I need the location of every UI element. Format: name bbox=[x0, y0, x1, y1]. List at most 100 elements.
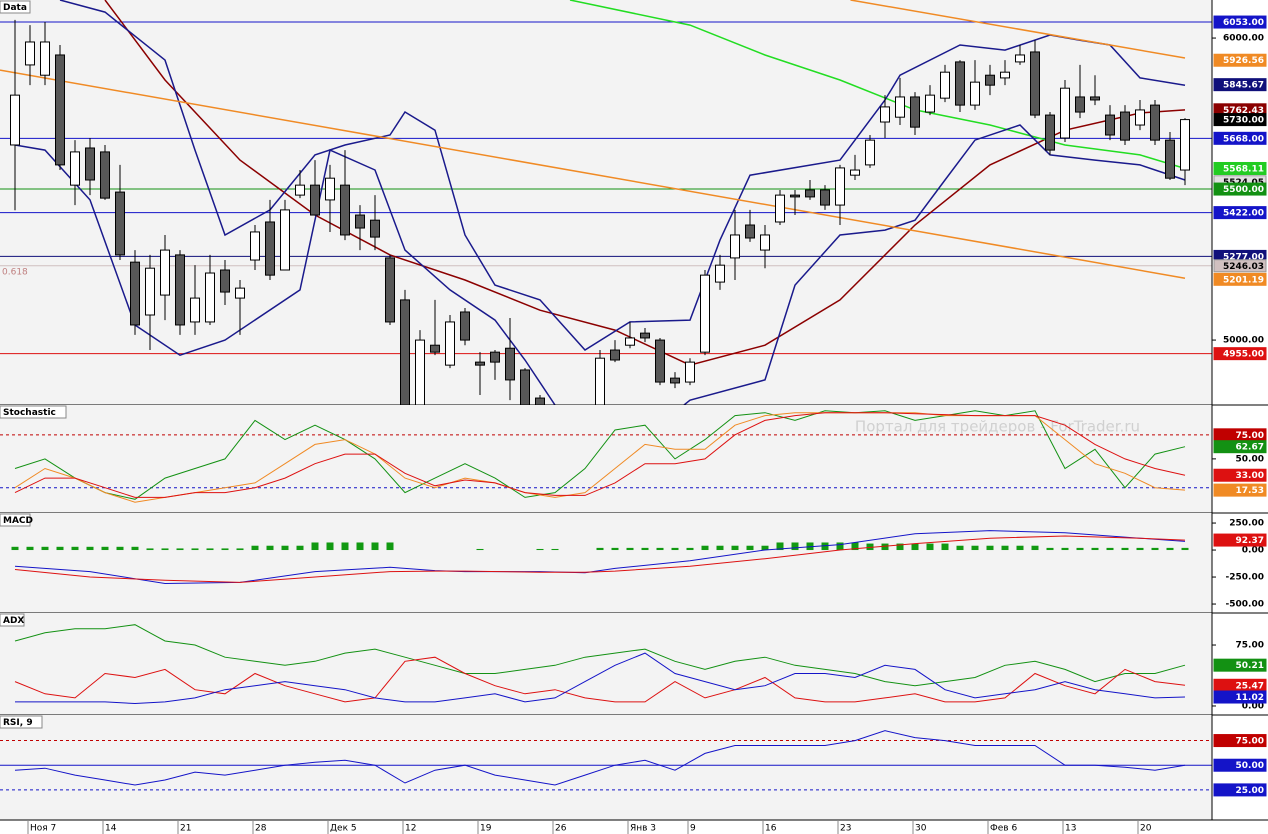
panel: 75.00 0.00 50.21 25.47 11.02 ADX bbox=[0, 613, 1268, 716]
histogram-bar bbox=[941, 543, 949, 551]
histogram-bar bbox=[341, 542, 349, 551]
value-tag-label: 5762.43 bbox=[1223, 106, 1264, 116]
histogram-bar bbox=[686, 547, 694, 551]
candle-body bbox=[310, 184, 320, 216]
candle-body bbox=[490, 351, 500, 363]
value-tag bbox=[1213, 78, 1267, 92]
candle-body bbox=[670, 377, 680, 384]
candle-body bbox=[805, 189, 815, 198]
candle-body bbox=[1075, 96, 1085, 113]
candle-body bbox=[1090, 96, 1100, 101]
value-tag bbox=[1213, 131, 1267, 145]
series-line bbox=[14, 730, 1186, 786]
x-tick-label: 23 bbox=[840, 824, 851, 834]
plot: Портал для трейдеров - ForTrader.ru bbox=[0, 410, 1212, 503]
candle-body bbox=[850, 169, 860, 176]
candle-body bbox=[685, 361, 695, 383]
x-tick-label: 9 bbox=[690, 824, 696, 834]
series-line bbox=[14, 410, 1186, 500]
candle-body bbox=[880, 106, 890, 123]
histogram-bar bbox=[266, 545, 274, 551]
panel: Портал для трейдеров - ForTrader.ru 50.00… bbox=[0, 405, 1268, 514]
histogram-bar bbox=[221, 548, 229, 551]
candle-body bbox=[910, 96, 920, 128]
histogram-bar bbox=[701, 545, 709, 551]
x-tick-label: Янв 3 bbox=[630, 824, 656, 834]
histogram-bar bbox=[656, 547, 664, 551]
plot-area bbox=[0, 715, 1212, 820]
value-tag-label: 6053.00 bbox=[1223, 18, 1264, 28]
histogram-bar bbox=[1106, 547, 1114, 551]
histogram-bar bbox=[236, 548, 244, 551]
series-line bbox=[14, 535, 1186, 583]
candle-body bbox=[85, 147, 95, 181]
candle-body bbox=[385, 257, 395, 323]
value-tag bbox=[1213, 161, 1267, 175]
x-tick-label: 16 bbox=[765, 824, 777, 834]
histogram-bar bbox=[56, 546, 64, 551]
value-tag-label: 75.00 bbox=[1236, 431, 1264, 441]
histogram-bar bbox=[1076, 547, 1084, 551]
histogram-bar bbox=[146, 548, 154, 551]
panel-title: Data bbox=[3, 3, 27, 13]
candle-body bbox=[1045, 114, 1055, 151]
value-tag bbox=[1213, 347, 1267, 361]
candle-body bbox=[700, 274, 710, 353]
histogram-bar bbox=[281, 545, 289, 551]
value-tag-label: 25.47 bbox=[1236, 681, 1264, 691]
histogram-bar bbox=[356, 542, 364, 551]
candle-body bbox=[115, 191, 125, 256]
series-line bbox=[14, 656, 1186, 703]
x-tick-label: Ноя 7 bbox=[30, 824, 56, 834]
candle-body bbox=[10, 94, 20, 146]
x-tick-label: 20 bbox=[1140, 824, 1152, 834]
candle-body bbox=[205, 272, 215, 323]
value-tag-label: 4955.00 bbox=[1223, 350, 1264, 360]
indicator-line bbox=[0, 69, 1186, 279]
candle-body bbox=[145, 267, 155, 316]
histogram-bar bbox=[296, 545, 304, 551]
plot bbox=[11, 530, 1189, 585]
candle-body bbox=[970, 81, 980, 106]
value-tag bbox=[1213, 533, 1267, 547]
candle-body bbox=[1135, 109, 1145, 126]
candle-body bbox=[25, 41, 35, 66]
value-tag bbox=[1213, 206, 1267, 220]
candle-body bbox=[265, 221, 275, 276]
x-tick-label: 13 bbox=[1065, 824, 1076, 834]
histogram-bar bbox=[191, 548, 199, 551]
histogram-bar bbox=[716, 545, 724, 551]
histogram-bar bbox=[1061, 547, 1069, 551]
y-tick-label: 50.00 bbox=[1236, 454, 1264, 464]
histogram-bar bbox=[1016, 545, 1024, 551]
value-tag-label: 5730.00 bbox=[1223, 116, 1264, 126]
value-tag bbox=[1213, 734, 1267, 748]
histogram-bar bbox=[821, 542, 829, 551]
x-tick-label: 12 bbox=[405, 824, 416, 834]
panel-title: Stochastic bbox=[3, 408, 56, 418]
plot: 0.618 bbox=[0, 0, 1212, 405]
candle-body bbox=[595, 357, 605, 405]
candle-body bbox=[520, 369, 530, 405]
value-tag-label: 5926.56 bbox=[1223, 56, 1264, 66]
value-tag bbox=[1213, 113, 1267, 127]
panel-title: MACD bbox=[3, 516, 33, 526]
histogram-bar bbox=[596, 547, 604, 551]
candle-body bbox=[190, 297, 200, 323]
value-tag-label: 5277.00 bbox=[1223, 252, 1264, 262]
panel-title: RSI, 9 bbox=[3, 718, 33, 728]
candle-body bbox=[1105, 114, 1115, 136]
candle-body bbox=[940, 71, 950, 99]
candle-body bbox=[235, 287, 245, 299]
value-tag-label: 50.21 bbox=[1236, 661, 1264, 671]
y-tick-label: 6000.00 bbox=[1223, 34, 1264, 44]
candle-body bbox=[400, 299, 410, 405]
histogram-bar bbox=[536, 548, 544, 551]
histogram-bar bbox=[926, 543, 934, 551]
y-tick-label: 0.00 bbox=[1242, 701, 1264, 711]
value-tag-label: 5668.00 bbox=[1223, 134, 1264, 144]
candle-body bbox=[415, 339, 425, 405]
candle-body bbox=[1150, 104, 1160, 141]
panel-title: ADX bbox=[3, 616, 24, 626]
value-tag bbox=[1213, 259, 1267, 273]
